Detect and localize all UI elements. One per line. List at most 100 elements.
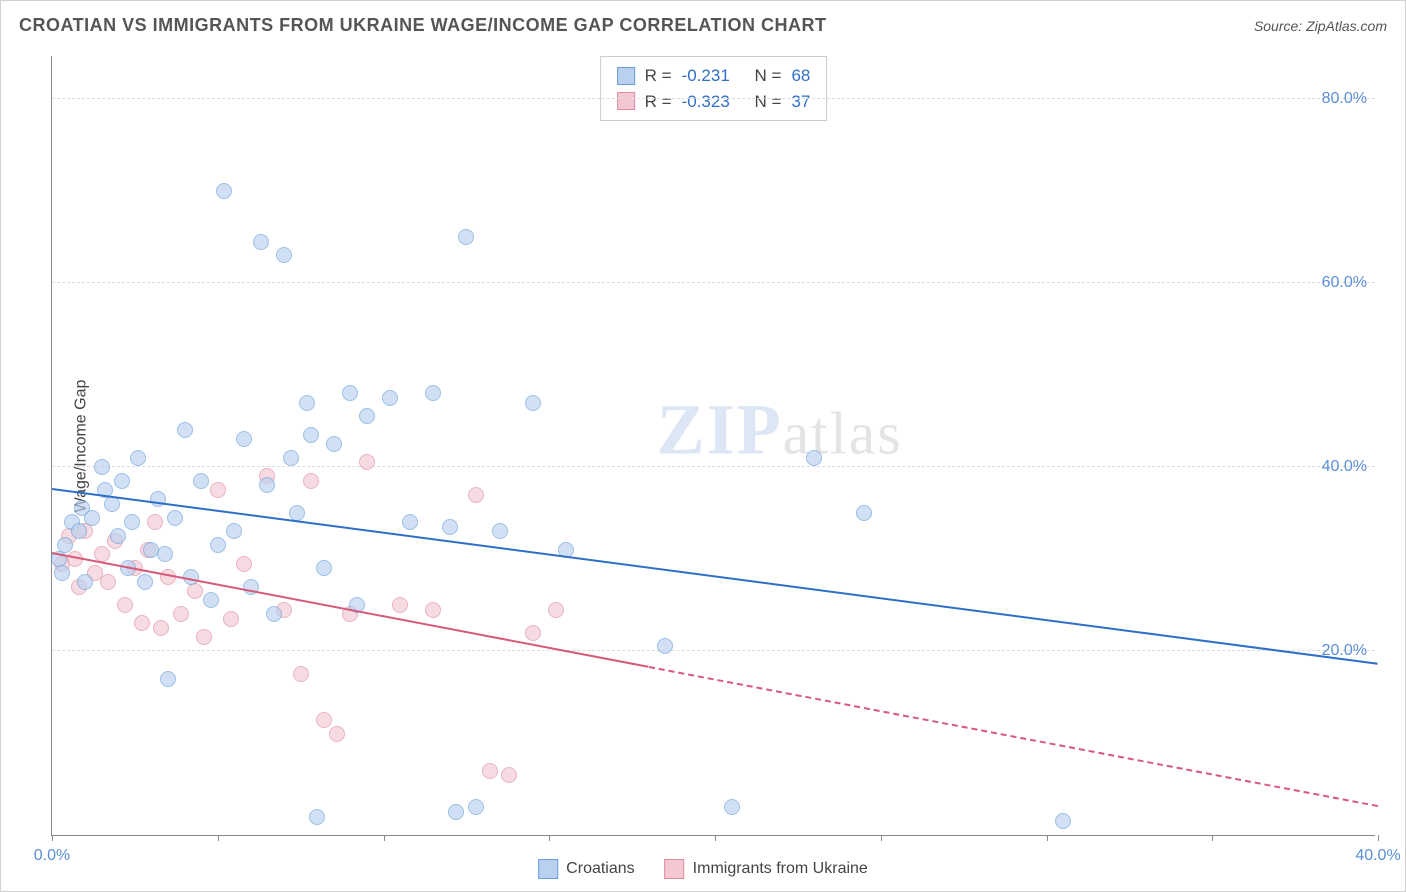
scatter-point-croatians [303,427,319,443]
scatter-point-croatians [193,473,209,489]
scatter-point-croatians [856,505,872,521]
scatter-point-ukraine [153,620,169,636]
scatter-point-croatians [283,450,299,466]
legend-label-croatians: Croatians [566,860,634,878]
scatter-point-ukraine [223,611,239,627]
legend-item-ukraine: Immigrants from Ukraine [665,859,868,879]
r-label: R = [645,63,672,89]
y-tick-label: 60.0% [1322,274,1367,292]
trend-line-ukraine [649,666,1379,807]
scatter-point-croatians [253,234,269,250]
scatter-point-croatians [124,514,140,530]
scatter-point-croatians [167,510,183,526]
x-tick [384,835,385,841]
scatter-point-croatians [1055,813,1071,829]
n-label: N = [755,63,782,89]
scatter-point-ukraine [134,615,150,631]
scatter-point-croatians [402,514,418,530]
scatter-point-croatians [216,183,232,199]
scatter-point-ukraine [425,602,441,618]
scatter-point-ukraine [147,514,163,530]
x-tick-label: 40.0% [1355,847,1400,865]
scatter-point-croatians [177,422,193,438]
r-label: R = [645,89,672,115]
scatter-point-ukraine [117,597,133,613]
scatter-point-croatians [425,385,441,401]
scatter-point-croatians [137,574,153,590]
legend-item-croatians: Croatians [538,859,634,879]
scatter-point-croatians [458,229,474,245]
scatter-point-croatians [492,523,508,539]
y-tick-label: 80.0% [1322,90,1367,108]
scatter-point-ukraine [303,473,319,489]
stat-row-croatians: R = -0.231 N = 68 [617,63,811,89]
x-tick [218,835,219,841]
watermark-atlas: atlas [783,400,903,466]
scatter-point-ukraine [359,454,375,470]
watermark: ZIPatlas [657,388,903,471]
scatter-point-croatians [309,809,325,825]
scatter-point-croatians [77,574,93,590]
scatter-point-ukraine [196,629,212,645]
scatter-point-ukraine [501,767,517,783]
scatter-point-croatians [236,431,252,447]
scatter-point-croatians [71,523,87,539]
legend-label-ukraine: Immigrants from Ukraine [693,860,868,878]
legend-swatch-croatians [538,859,558,879]
scatter-point-croatians [276,247,292,263]
scatter-point-croatians [94,459,110,475]
x-tick [1212,835,1213,841]
gridline [52,650,1375,651]
scatter-point-croatians [299,395,315,411]
r-value-croatians: -0.231 [682,63,730,89]
scatter-point-croatians [382,390,398,406]
scatter-point-croatians [342,385,358,401]
scatter-point-croatians [203,592,219,608]
scatter-point-croatians [84,510,100,526]
gridline [52,282,1375,283]
scatter-point-croatians [259,477,275,493]
scatter-point-ukraine [100,574,116,590]
scatter-point-croatians [359,408,375,424]
gridline [52,98,1375,99]
scatter-point-ukraine [187,583,203,599]
r-value-ukraine: -0.323 [682,89,730,115]
n-label: N = [755,89,782,115]
n-value-ukraine: 37 [791,89,810,115]
bottom-legend: Croatians Immigrants from Ukraine [538,859,868,879]
scatter-point-ukraine [525,625,541,641]
x-tick [549,835,550,841]
scatter-point-ukraine [293,666,309,682]
scatter-point-ukraine [392,597,408,613]
stat-swatch-croatians [617,67,635,85]
scatter-point-croatians [210,537,226,553]
scatter-point-croatians [326,436,342,452]
x-tick-label: 0.0% [34,847,70,865]
gridline [52,466,1375,467]
scatter-point-ukraine [236,556,252,572]
scatter-point-croatians [316,560,332,576]
x-tick [1378,835,1379,841]
trend-line-croatians [52,488,1378,665]
title-bar: CROATIAN VS IMMIGRANTS FROM UKRAINE WAGE… [19,15,1387,36]
scatter-point-croatians [806,450,822,466]
stat-row-ukraine: R = -0.323 N = 37 [617,89,811,115]
scatter-point-croatians [448,804,464,820]
x-tick [52,835,53,841]
scatter-point-croatians [266,606,282,622]
scatter-point-ukraine [316,712,332,728]
scatter-point-croatians [54,565,70,581]
scatter-point-ukraine [173,606,189,622]
x-tick [1047,835,1048,841]
scatter-point-ukraine [329,726,345,742]
scatter-point-ukraine [548,602,564,618]
scatter-point-croatians [724,799,740,815]
scatter-point-ukraine [468,487,484,503]
scatter-point-croatians [657,638,673,654]
scatter-point-croatians [114,473,130,489]
scatter-point-croatians [110,528,126,544]
scatter-point-ukraine [210,482,226,498]
scatter-point-ukraine [482,763,498,779]
x-tick [715,835,716,841]
scatter-point-croatians [157,546,173,562]
